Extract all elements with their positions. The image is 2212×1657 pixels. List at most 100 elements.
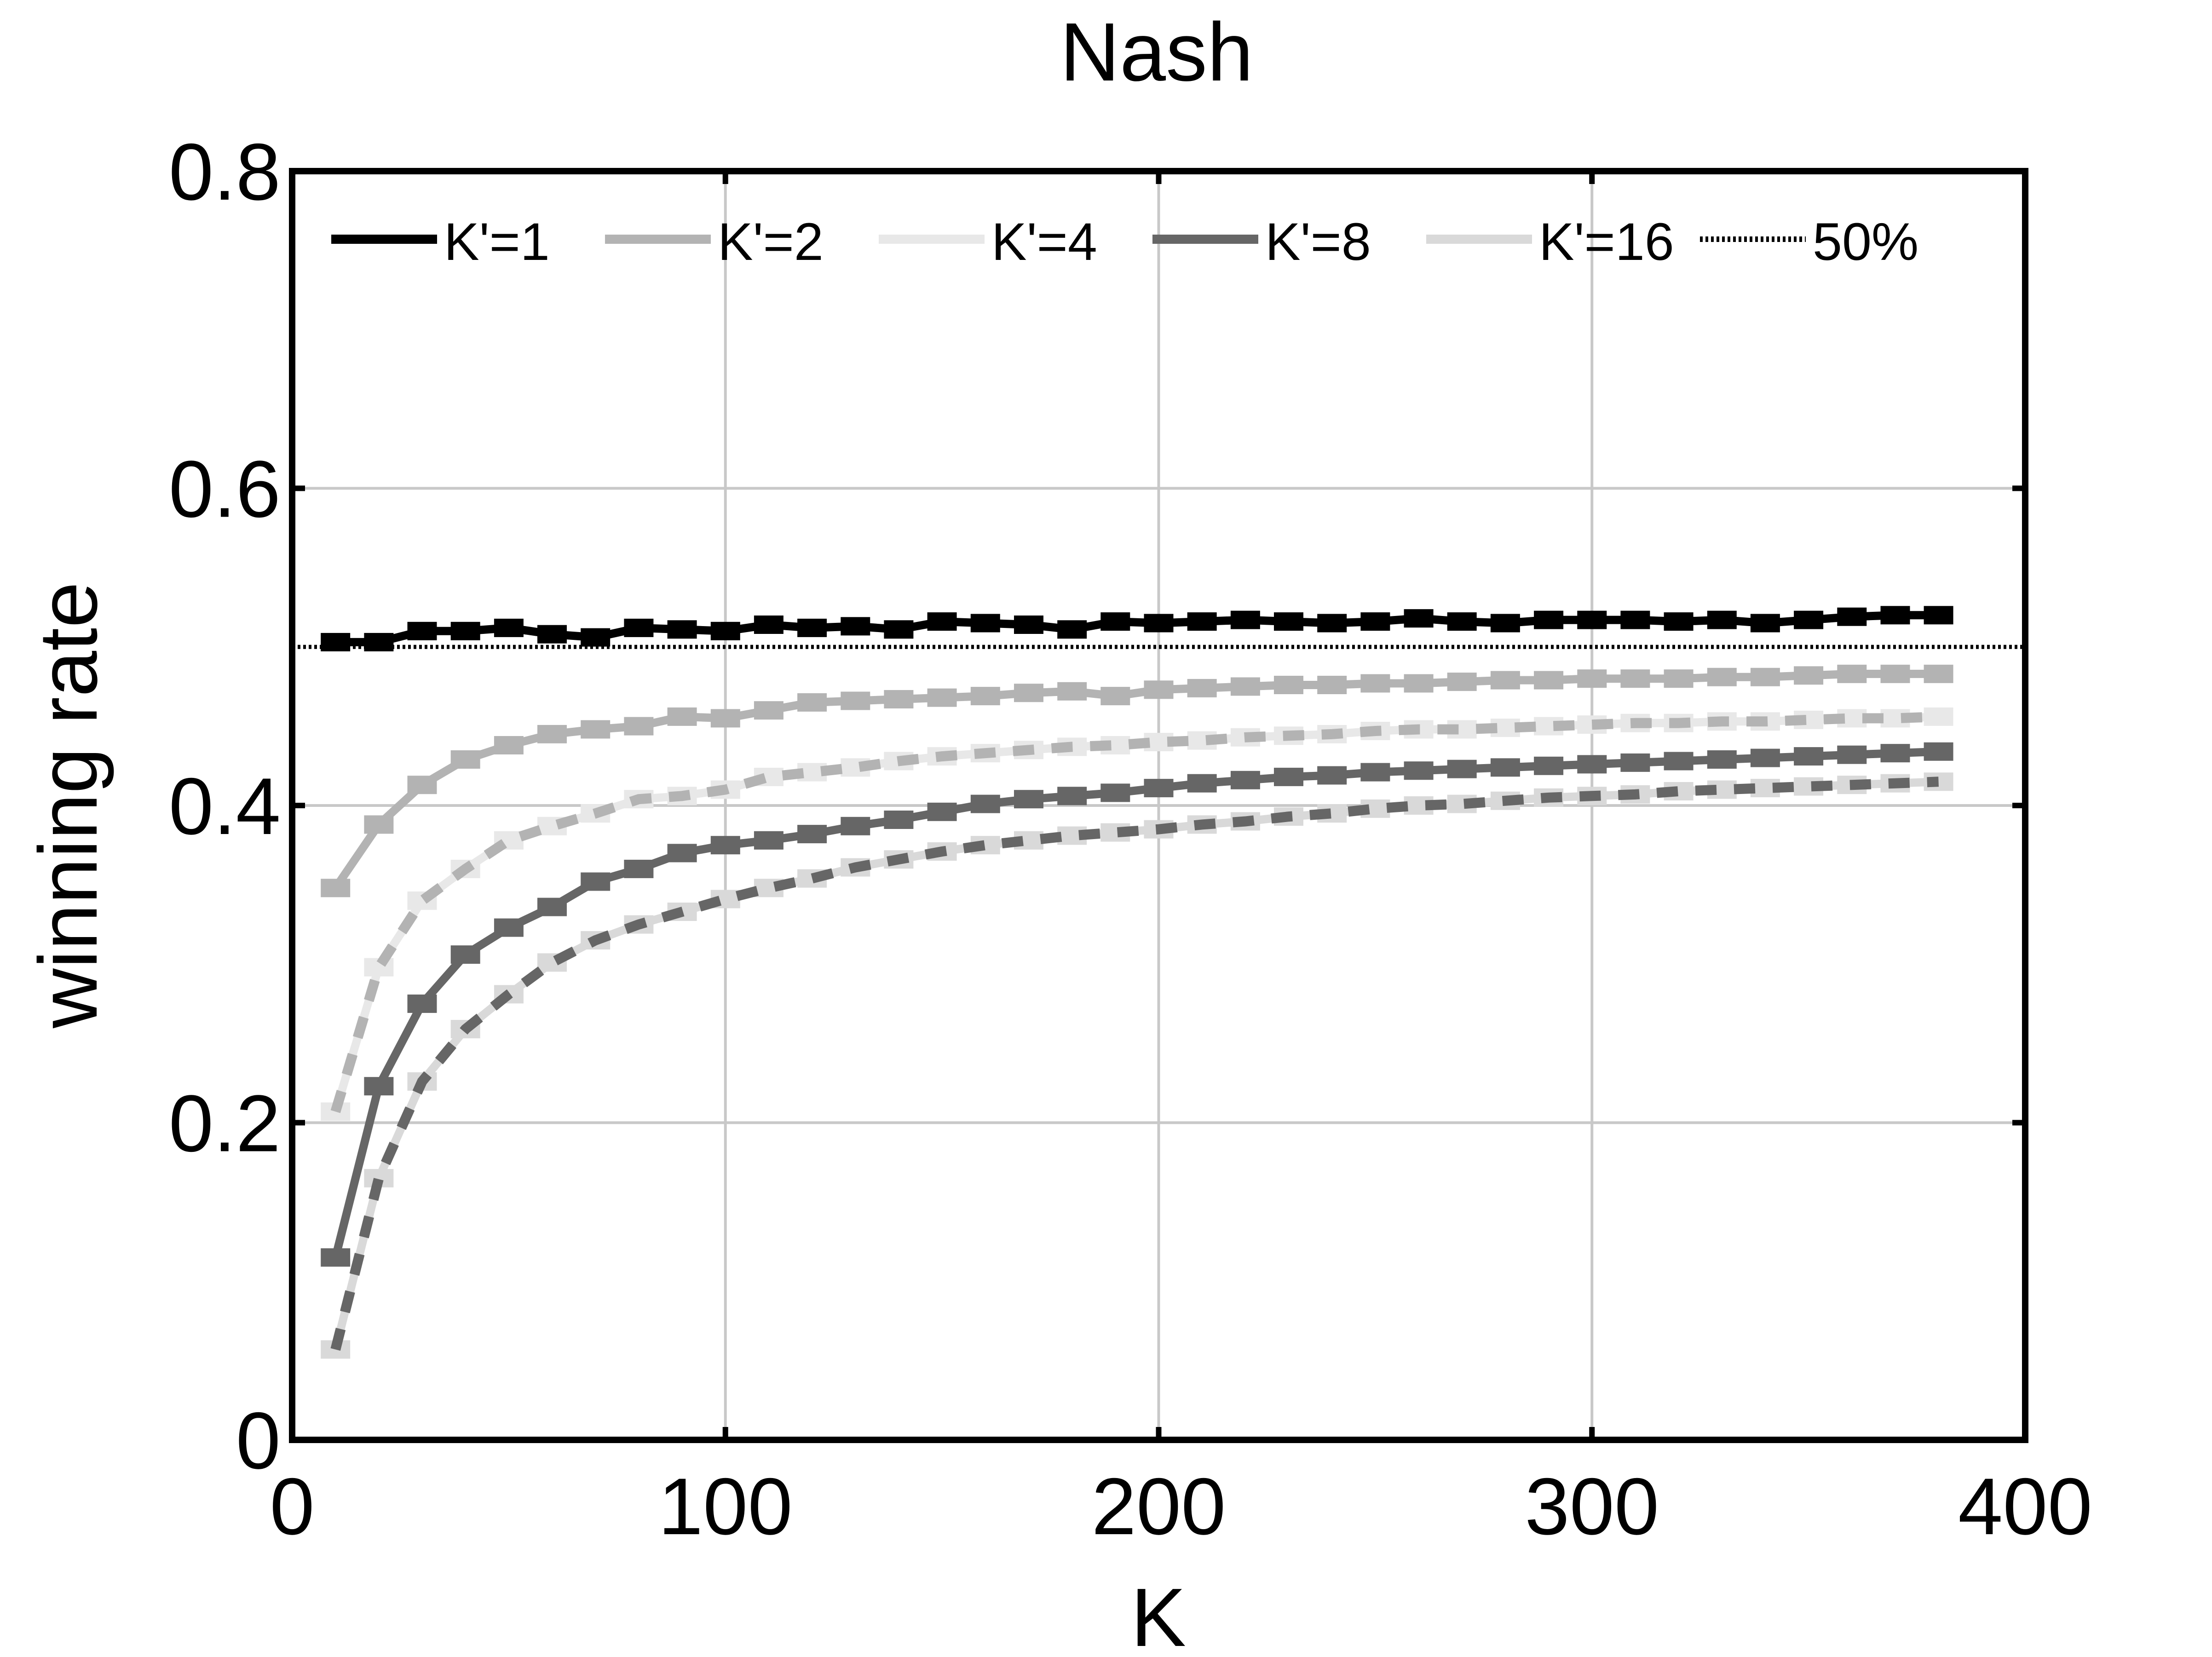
data-point	[581, 628, 611, 647]
data-point	[1750, 748, 1780, 767]
data-point	[970, 687, 1000, 706]
data-point	[1620, 669, 1650, 688]
data-point	[1187, 774, 1217, 793]
data-point	[1880, 744, 1910, 763]
data-point	[1187, 612, 1217, 631]
data-point	[1534, 610, 1564, 629]
data-point	[797, 825, 827, 844]
data-point	[1274, 612, 1303, 631]
data-point	[1707, 750, 1737, 769]
legend-label: K'=1	[444, 213, 550, 271]
data-point	[1447, 673, 1477, 691]
data-point	[537, 898, 567, 916]
data-point	[667, 844, 697, 863]
data-point	[1187, 679, 1217, 697]
data-point	[1014, 616, 1043, 634]
y-tick-label: 0.8	[169, 127, 281, 217]
data-point	[321, 633, 351, 651]
data-point	[407, 994, 437, 1013]
data-point	[1924, 664, 1953, 683]
y-tick-labels: 0 0.2 0.4 0.6 0.8	[169, 127, 281, 1486]
data-point	[927, 612, 957, 631]
legend-label: K'=8	[1265, 213, 1371, 271]
series-6	[330, 711, 1939, 1113]
data-point	[710, 836, 740, 855]
data-point	[1490, 614, 1520, 633]
data-point	[1100, 783, 1130, 802]
data-point	[450, 945, 480, 964]
data-point	[1577, 610, 1607, 629]
y-tick-label: 0.6	[169, 445, 281, 535]
data-point	[1837, 607, 1867, 626]
data-point	[841, 617, 870, 636]
data-point	[1880, 664, 1910, 683]
data-point	[1274, 767, 1303, 786]
data-point	[1880, 606, 1910, 625]
data-point	[710, 709, 740, 728]
data-point	[927, 688, 957, 707]
data-point	[1014, 684, 1043, 702]
data-point	[1360, 612, 1390, 631]
data-point	[624, 618, 654, 637]
legend-label: K'=4	[991, 213, 1097, 271]
data-point	[797, 618, 827, 637]
data-point	[1230, 677, 1260, 696]
data-point	[667, 620, 697, 639]
data-point	[1707, 667, 1737, 686]
data-point	[1664, 612, 1694, 631]
y-tick-label: 0	[236, 1396, 281, 1486]
y-tick-label: 0.2	[169, 1079, 281, 1169]
grid	[292, 171, 2025, 1440]
data-point	[841, 691, 870, 710]
data-point	[970, 794, 1000, 813]
legend-label: 50%	[1813, 213, 1918, 271]
x-tick-label: 200	[1092, 1462, 1226, 1552]
data-point	[884, 620, 914, 639]
series-group	[321, 606, 1953, 1359]
data-point	[1794, 666, 1824, 685]
data-point	[494, 736, 524, 754]
data-point	[1707, 610, 1737, 629]
data-point	[970, 614, 1000, 633]
data-point	[754, 701, 783, 720]
axis-ticks	[289, 168, 2028, 1443]
data-point	[1014, 790, 1043, 809]
data-point	[1794, 747, 1824, 766]
data-point	[1490, 671, 1520, 690]
data-point	[1534, 756, 1564, 775]
data-point	[1100, 687, 1130, 706]
data-point	[1837, 664, 1867, 683]
data-point	[1924, 707, 1953, 726]
data-point	[1750, 667, 1780, 686]
data-point	[710, 621, 740, 640]
legend: K'=1 K'=2 K'=4 K'=8 K'=16 50%	[331, 213, 1918, 271]
data-point	[1144, 779, 1174, 798]
data-point	[1057, 682, 1087, 701]
data-point	[1144, 680, 1174, 699]
data-point	[1750, 614, 1780, 633]
series-1	[321, 664, 1953, 898]
data-point	[537, 725, 567, 743]
data-point	[1317, 614, 1347, 633]
data-point	[581, 872, 611, 891]
x-tick-label: 0	[270, 1462, 314, 1552]
data-point	[494, 618, 524, 637]
data-point	[1404, 674, 1434, 693]
data-point	[450, 750, 480, 769]
data-point	[754, 831, 783, 850]
data-point	[494, 918, 524, 937]
data-point	[1404, 761, 1434, 780]
data-point	[364, 1077, 394, 1096]
legend-label: K'=2	[718, 213, 824, 271]
chart-title: Nash	[1060, 6, 1253, 98]
data-point	[1144, 614, 1174, 633]
series-0	[321, 606, 1953, 651]
data-point	[884, 811, 914, 829]
data-point	[321, 1248, 351, 1267]
x-tick-labels: 0 100 200 300 400	[270, 1462, 2092, 1552]
series-5	[330, 777, 1939, 1351]
data-point	[841, 817, 870, 835]
data-point	[1620, 610, 1650, 629]
data-point	[927, 802, 957, 821]
